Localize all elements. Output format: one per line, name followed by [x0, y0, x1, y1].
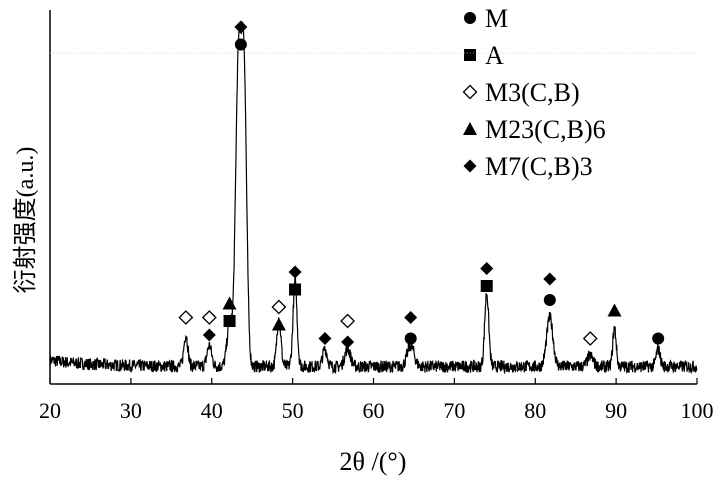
- legend-triangle-marker: [463, 122, 477, 135]
- x-tick-label: 20: [39, 398, 61, 423]
- x-tick-label: 50: [282, 398, 304, 423]
- diamond-marker: [341, 335, 355, 349]
- diamond-open-marker: [340, 313, 356, 329]
- square-marker: [223, 315, 236, 327]
- x-ticks: 20 30 40 50 60 70 80 90 100: [39, 378, 714, 423]
- legend-entry-label: M: [485, 4, 508, 33]
- xrd-pattern-line: [49, 21, 698, 375]
- circle-marker: [543, 294, 556, 306]
- legend-entry-label: A: [485, 41, 504, 70]
- legend-entry-label: M23(C,B)6: [485, 115, 606, 144]
- triangle-marker: [271, 317, 286, 331]
- x-axis-label: 2θ /(°): [340, 447, 407, 476]
- legend-circle-marker: [464, 12, 476, 24]
- diamond-open-marker: [201, 310, 217, 325]
- diamond-open-marker: [271, 299, 287, 315]
- legend-entry-label: M3(C,B): [485, 78, 580, 107]
- diamond-open-marker: [582, 331, 598, 346]
- peak-markers: [178, 20, 665, 349]
- x-tick-label: 90: [605, 398, 627, 423]
- x-tick-label: 100: [681, 398, 714, 423]
- circle-marker: [652, 332, 665, 345]
- diamond-open-marker: [178, 310, 194, 325]
- legend-square-marker: [464, 49, 476, 61]
- y-axis-label: 衍射强度(a.u.): [12, 147, 39, 294]
- triangle-marker: [607, 303, 622, 317]
- x-tick-label: 60: [363, 398, 385, 423]
- legend: MA M3(C,B) M23(C,B)6 M7(C,B)3: [462, 4, 606, 181]
- x-tick-label: 80: [524, 398, 546, 423]
- diamond-marker: [234, 20, 248, 34]
- square-marker: [480, 280, 493, 292]
- x-tick-label: 70: [443, 398, 465, 423]
- circle-marker: [404, 332, 417, 345]
- x-tick-label: 40: [201, 398, 223, 423]
- legend-entry-label: M7(C,B)3: [485, 152, 593, 181]
- legend-diamond-open-marker: [462, 84, 478, 100]
- square-marker: [289, 283, 302, 296]
- triangle-marker: [222, 296, 237, 310]
- diamond-marker: [543, 272, 557, 286]
- legend-diamond-marker: [463, 159, 477, 173]
- diamond-marker: [404, 311, 418, 324]
- circle-marker: [234, 38, 247, 51]
- diamond-marker: [480, 262, 494, 275]
- diamond-marker: [318, 332, 332, 345]
- x-tick-label: 30: [120, 398, 142, 423]
- diamond-marker: [288, 265, 302, 279]
- diamond-marker: [202, 328, 216, 342]
